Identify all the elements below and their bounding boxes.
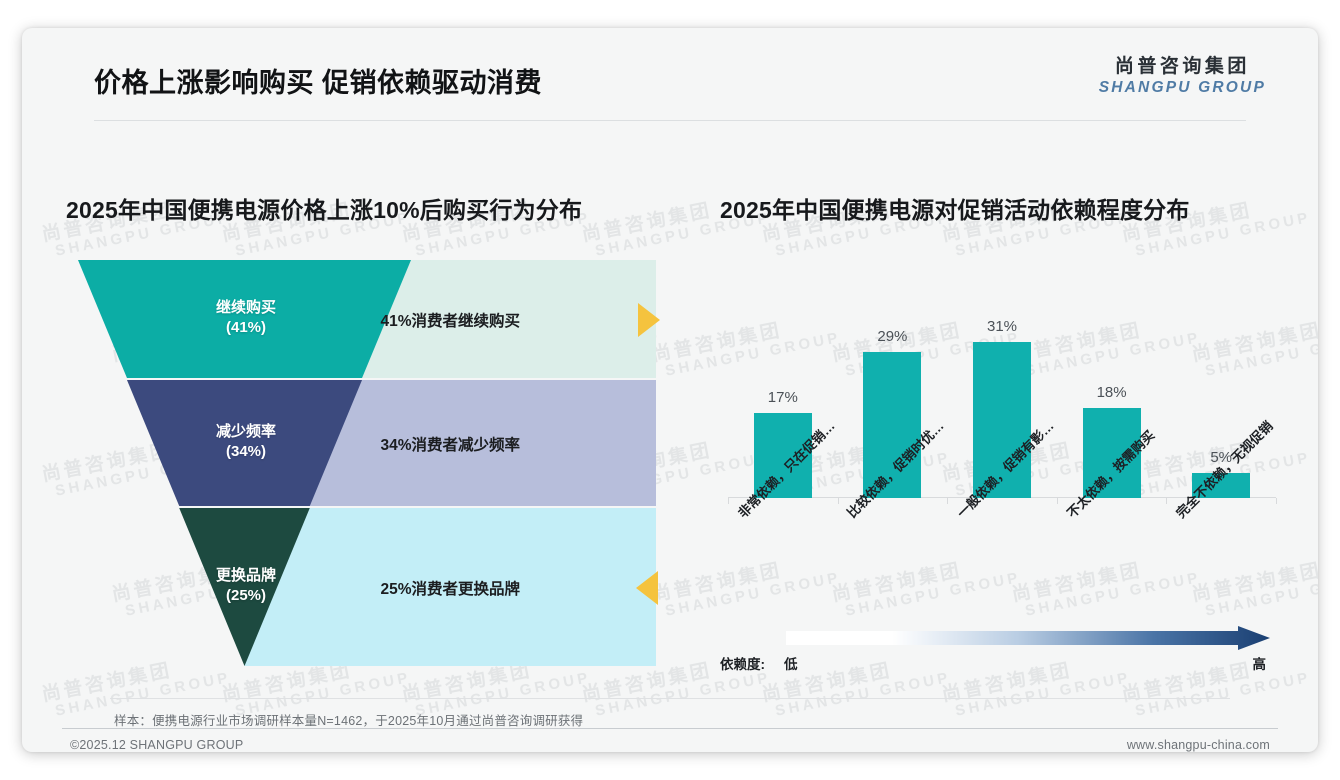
bar-item[interactable]: 17% bbox=[753, 288, 812, 498]
x-axis-tick bbox=[728, 498, 729, 504]
bar-item[interactable]: 29% bbox=[863, 288, 922, 498]
footer-website: www.shangpu-china.com bbox=[1126, 738, 1270, 752]
funnel-tier-name: 减少频率 bbox=[215, 423, 276, 440]
funnel-tier-label: 更换品牌 (25%) bbox=[176, 566, 316, 606]
funnel-tier-percent: (25%) bbox=[225, 586, 266, 604]
bar-value-label: 29% bbox=[877, 328, 908, 346]
funnel-side-note: 41%消费者继续购买 bbox=[380, 313, 521, 330]
funnel-tier-percent: (34%) bbox=[225, 442, 266, 460]
arrow-left-icon bbox=[636, 571, 658, 605]
bar-rect[interactable] bbox=[753, 412, 812, 498]
sample-footnote: 样本：便携电源行业市场调研样本量N=1462，于2025年10月通过尚普咨询调研… bbox=[114, 714, 584, 728]
brand-logo: 尚普咨询集团 SHANGPU GROUP bbox=[1099, 55, 1266, 97]
legend-low-label: 低 bbox=[784, 657, 798, 672]
right-section-title: 2025年中国便携电源对促销活动依赖程度分布 bbox=[720, 197, 1190, 223]
arrow-right-icon bbox=[638, 303, 660, 337]
funnel-chart: 继续购买 (41%) 41%消费者继续购买减少频率 (34%) 34%消费者减少频率更换… bbox=[66, 260, 666, 670]
bar-rect[interactable] bbox=[1082, 407, 1141, 498]
x-axis-tick bbox=[1166, 498, 1168, 504]
footnote-divider bbox=[110, 698, 1230, 699]
x-axis-tick bbox=[947, 498, 949, 504]
legend-high-label: 高 bbox=[1252, 657, 1267, 672]
bar-rect[interactable] bbox=[973, 342, 1031, 498]
funnel-tier-shape bbox=[78, 260, 411, 378]
funnel-side-note: 34%消费者减少频率 bbox=[380, 437, 521, 454]
bar-value-label: 5% bbox=[1210, 448, 1233, 466]
bar-plot-area: 17% 29% 31% 18% 5% bbox=[728, 288, 1277, 504]
bar-item[interactable]: 5% bbox=[1192, 288, 1251, 498]
funnel-shape bbox=[78, 260, 656, 666]
legend-gradient-arrow bbox=[786, 626, 1270, 650]
x-axis-tick bbox=[1276, 498, 1277, 504]
funnel-tier-name: 更换品牌 bbox=[215, 567, 276, 584]
funnel-tier-shape bbox=[126, 380, 363, 506]
left-section-title: 2025年中国便携电源价格上涨10%后购买行为分布 bbox=[66, 197, 583, 223]
logo-english-name: SHANGPU GROUP bbox=[1098, 78, 1266, 96]
gradient-arrow-icon bbox=[786, 626, 1270, 650]
bar-value-label: 31% bbox=[986, 318, 1018, 336]
funnel-tier-percent: (41%) bbox=[225, 318, 266, 336]
footer-divider bbox=[62, 728, 1278, 729]
footer-copyright: ©2025.12 SHANGPU GROUP bbox=[70, 738, 244, 752]
bar-value-label: 17% bbox=[767, 388, 798, 406]
legend-prefix: 依赖度: bbox=[720, 657, 765, 672]
funnel-side-panel bbox=[244, 508, 656, 666]
funnel-tier-label: 继续购买 (41%) bbox=[176, 298, 316, 338]
header-divider bbox=[94, 120, 1246, 121]
bar-rect[interactable] bbox=[1192, 472, 1251, 498]
dependency-legend: 依赖度: 低 高 bbox=[720, 622, 1280, 678]
bar-item[interactable]: 18% bbox=[1082, 288, 1141, 498]
logo-chinese-name: 尚普咨询集团 bbox=[1114, 56, 1250, 77]
dependency-bar-chart: 17% 29% 31% 18% 5% 非常依赖，只在促销… 比较依赖，促销时优… 一般依赖，… bbox=[720, 260, 1280, 680]
funnel-tier-name: 继续购买 bbox=[215, 299, 276, 316]
bar-item[interactable]: 31% bbox=[973, 288, 1031, 498]
page-title: 价格上涨影响购买 促销依赖驱动消费 bbox=[94, 68, 543, 98]
x-axis-tick bbox=[1056, 498, 1058, 504]
slide-card: 尚普咨询集团 SHANGPU GROUP 尚普咨询集团 SHANGPU GROUP 尚普… bbox=[22, 28, 1318, 752]
x-axis-tick bbox=[837, 498, 839, 504]
funnel-tier-label: 减少频率 (34%) bbox=[176, 422, 316, 462]
bar-rect[interactable] bbox=[863, 352, 922, 498]
funnel-side-note: 25%消费者更换品牌 bbox=[380, 581, 521, 598]
bar-value-label: 18% bbox=[1096, 383, 1127, 401]
slide-header: 价格上涨影响购买 促销依赖驱动消费 尚普咨询集团 SHANGPU GROUP bbox=[22, 28, 1318, 124]
funnel-tier-shape bbox=[179, 508, 310, 666]
